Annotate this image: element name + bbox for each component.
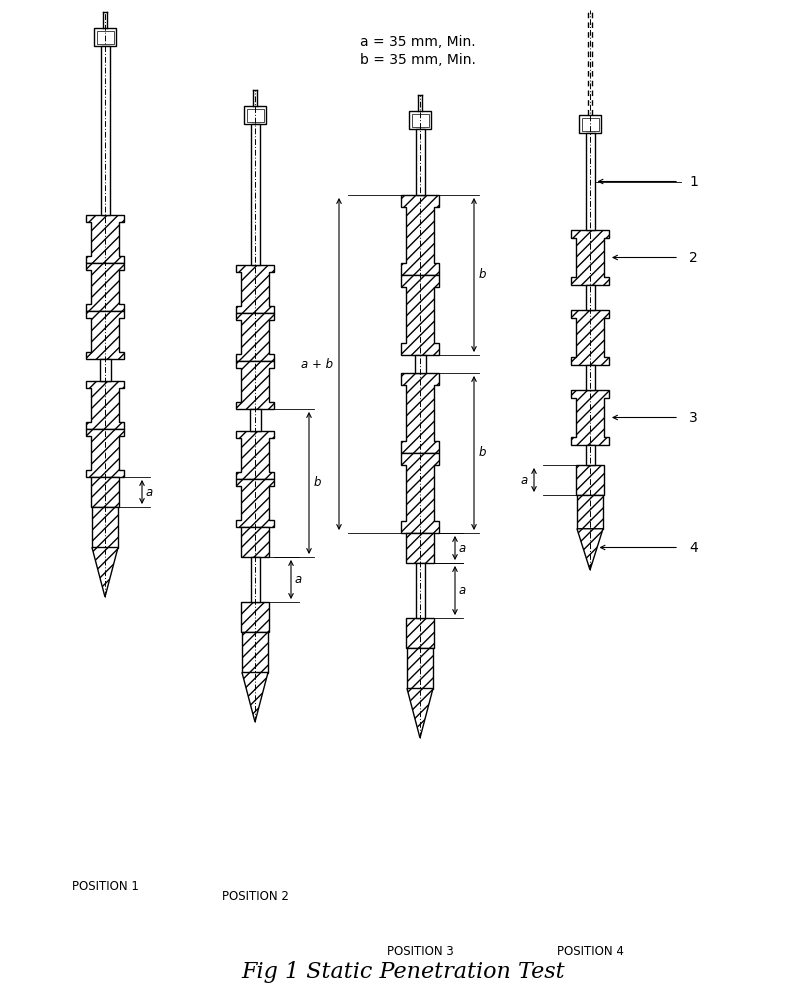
Polygon shape bbox=[401, 275, 439, 355]
Bar bbox=[407, 648, 433, 689]
Text: Fig 1 Static Penetration Test: Fig 1 Static Penetration Test bbox=[241, 961, 565, 983]
Text: a: a bbox=[521, 473, 528, 486]
Bar bbox=[250, 557, 260, 602]
Polygon shape bbox=[406, 618, 434, 648]
Polygon shape bbox=[86, 263, 124, 311]
Bar bbox=[409, 111, 431, 129]
Text: b: b bbox=[479, 446, 487, 459]
Text: a: a bbox=[295, 573, 303, 586]
Bar bbox=[586, 445, 595, 465]
Text: 3: 3 bbox=[689, 411, 698, 425]
Bar bbox=[416, 129, 424, 195]
Bar bbox=[415, 355, 425, 373]
Polygon shape bbox=[86, 311, 124, 359]
Text: POSITION 4: POSITION 4 bbox=[557, 945, 624, 958]
Polygon shape bbox=[571, 230, 609, 285]
Bar bbox=[249, 409, 261, 431]
Bar bbox=[92, 507, 118, 548]
Polygon shape bbox=[401, 195, 439, 275]
Text: b = 35 mm, Min.: b = 35 mm, Min. bbox=[360, 53, 476, 67]
Bar bbox=[246, 109, 264, 122]
Text: a: a bbox=[459, 584, 466, 597]
Bar bbox=[579, 115, 601, 133]
Polygon shape bbox=[241, 602, 269, 632]
Bar bbox=[412, 114, 429, 127]
Bar bbox=[586, 285, 595, 310]
Text: b: b bbox=[479, 269, 487, 282]
Polygon shape bbox=[577, 529, 603, 570]
Polygon shape bbox=[86, 381, 124, 429]
Polygon shape bbox=[236, 313, 274, 361]
Polygon shape bbox=[401, 453, 439, 533]
Polygon shape bbox=[86, 429, 124, 477]
Text: a + b: a + b bbox=[301, 357, 333, 371]
Polygon shape bbox=[236, 479, 274, 527]
Polygon shape bbox=[571, 310, 609, 365]
Text: a = 35 mm, Min.: a = 35 mm, Min. bbox=[360, 35, 475, 49]
Text: 2: 2 bbox=[689, 251, 698, 265]
Polygon shape bbox=[241, 527, 269, 557]
Bar bbox=[244, 106, 266, 124]
Bar bbox=[416, 563, 424, 618]
Polygon shape bbox=[236, 361, 274, 409]
Text: 1: 1 bbox=[689, 174, 698, 188]
Bar bbox=[250, 124, 260, 265]
Polygon shape bbox=[92, 548, 118, 597]
Bar bbox=[97, 30, 114, 43]
Bar bbox=[99, 359, 111, 381]
Bar bbox=[586, 365, 595, 390]
Text: 4: 4 bbox=[689, 541, 698, 555]
Bar bbox=[101, 46, 110, 215]
Polygon shape bbox=[406, 533, 434, 563]
Text: a: a bbox=[459, 542, 466, 555]
Text: b: b bbox=[314, 476, 321, 489]
Bar bbox=[242, 632, 268, 673]
Polygon shape bbox=[242, 673, 268, 722]
Text: POSITION 1: POSITION 1 bbox=[72, 880, 139, 893]
Text: POSITION 3: POSITION 3 bbox=[387, 945, 454, 958]
Bar bbox=[586, 133, 595, 230]
Polygon shape bbox=[401, 373, 439, 453]
Polygon shape bbox=[86, 215, 124, 263]
Bar bbox=[94, 28, 116, 46]
Polygon shape bbox=[571, 390, 609, 445]
Bar bbox=[577, 495, 603, 529]
Text: a: a bbox=[146, 485, 153, 498]
Bar bbox=[582, 118, 599, 131]
Text: POSITION 2: POSITION 2 bbox=[222, 890, 288, 903]
Polygon shape bbox=[236, 265, 274, 313]
Polygon shape bbox=[576, 465, 604, 495]
Polygon shape bbox=[91, 477, 119, 507]
Polygon shape bbox=[236, 431, 274, 479]
Polygon shape bbox=[407, 689, 433, 738]
